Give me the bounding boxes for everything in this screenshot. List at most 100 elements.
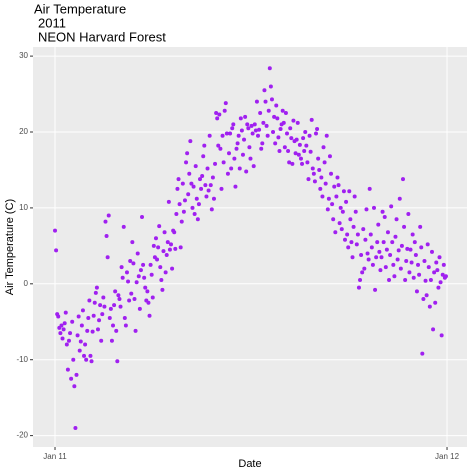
point	[181, 209, 186, 214]
point	[422, 259, 427, 264]
point	[169, 242, 174, 247]
point	[358, 278, 363, 283]
point	[306, 177, 311, 182]
point	[326, 196, 331, 201]
point	[73, 426, 78, 431]
point	[410, 232, 415, 237]
point	[230, 126, 235, 131]
point	[104, 233, 109, 238]
point	[419, 245, 424, 250]
point	[82, 353, 87, 358]
point	[134, 280, 139, 285]
point	[307, 133, 312, 138]
point	[188, 139, 193, 144]
point	[424, 293, 429, 298]
point	[336, 183, 341, 188]
point	[160, 287, 165, 292]
point	[271, 130, 276, 135]
point	[365, 251, 370, 256]
point	[217, 112, 222, 117]
point	[78, 339, 83, 344]
point	[184, 160, 189, 165]
point	[210, 175, 215, 180]
point	[167, 247, 172, 252]
point	[418, 224, 423, 229]
point	[174, 211, 179, 216]
point	[421, 296, 426, 301]
y-tick-label: -10	[16, 355, 28, 364]
point	[176, 177, 181, 182]
point	[218, 146, 223, 151]
point	[101, 295, 106, 300]
point	[244, 169, 249, 174]
point	[70, 319, 75, 324]
point	[363, 237, 368, 242]
point	[208, 183, 213, 188]
point	[287, 160, 292, 165]
point	[209, 207, 214, 212]
point	[351, 224, 356, 229]
point	[399, 243, 404, 248]
point	[394, 217, 399, 222]
point	[425, 242, 430, 247]
point	[256, 133, 261, 138]
point	[113, 289, 118, 294]
point	[116, 293, 121, 298]
point	[66, 338, 71, 343]
point	[172, 230, 177, 235]
point	[63, 310, 68, 315]
point	[290, 161, 295, 166]
point	[59, 323, 64, 328]
point	[189, 181, 194, 186]
point	[89, 359, 94, 364]
point	[332, 184, 337, 189]
point	[387, 278, 392, 283]
point	[92, 300, 97, 305]
point	[393, 234, 398, 239]
point	[257, 127, 262, 132]
point	[323, 181, 328, 186]
point	[93, 290, 98, 295]
point	[305, 160, 310, 165]
point	[440, 272, 445, 277]
point	[206, 188, 211, 193]
point	[353, 209, 358, 214]
point	[150, 295, 155, 300]
point	[71, 357, 76, 362]
point	[281, 120, 286, 125]
point	[95, 327, 100, 332]
point	[368, 232, 373, 237]
point	[416, 262, 421, 267]
point	[84, 357, 89, 362]
point	[409, 260, 414, 265]
point	[102, 304, 107, 309]
point	[288, 126, 293, 131]
point	[109, 338, 114, 343]
point	[398, 266, 403, 271]
point	[297, 142, 302, 147]
point	[339, 227, 344, 232]
point	[340, 209, 345, 214]
point	[204, 194, 209, 199]
point	[380, 209, 385, 214]
point	[225, 171, 230, 176]
point	[74, 372, 79, 377]
point	[224, 131, 229, 136]
point	[200, 174, 205, 179]
point	[253, 128, 258, 133]
point	[105, 255, 110, 260]
point	[370, 262, 375, 267]
point	[252, 122, 257, 127]
point	[238, 116, 243, 121]
point	[85, 328, 90, 333]
point	[391, 262, 396, 267]
point	[403, 278, 408, 283]
point	[135, 251, 140, 256]
point	[83, 342, 88, 347]
point	[120, 275, 125, 280]
point	[88, 353, 93, 358]
x-tick-label: Jan 12	[435, 452, 460, 461]
point	[235, 141, 240, 146]
point	[441, 262, 446, 267]
point	[54, 248, 59, 253]
